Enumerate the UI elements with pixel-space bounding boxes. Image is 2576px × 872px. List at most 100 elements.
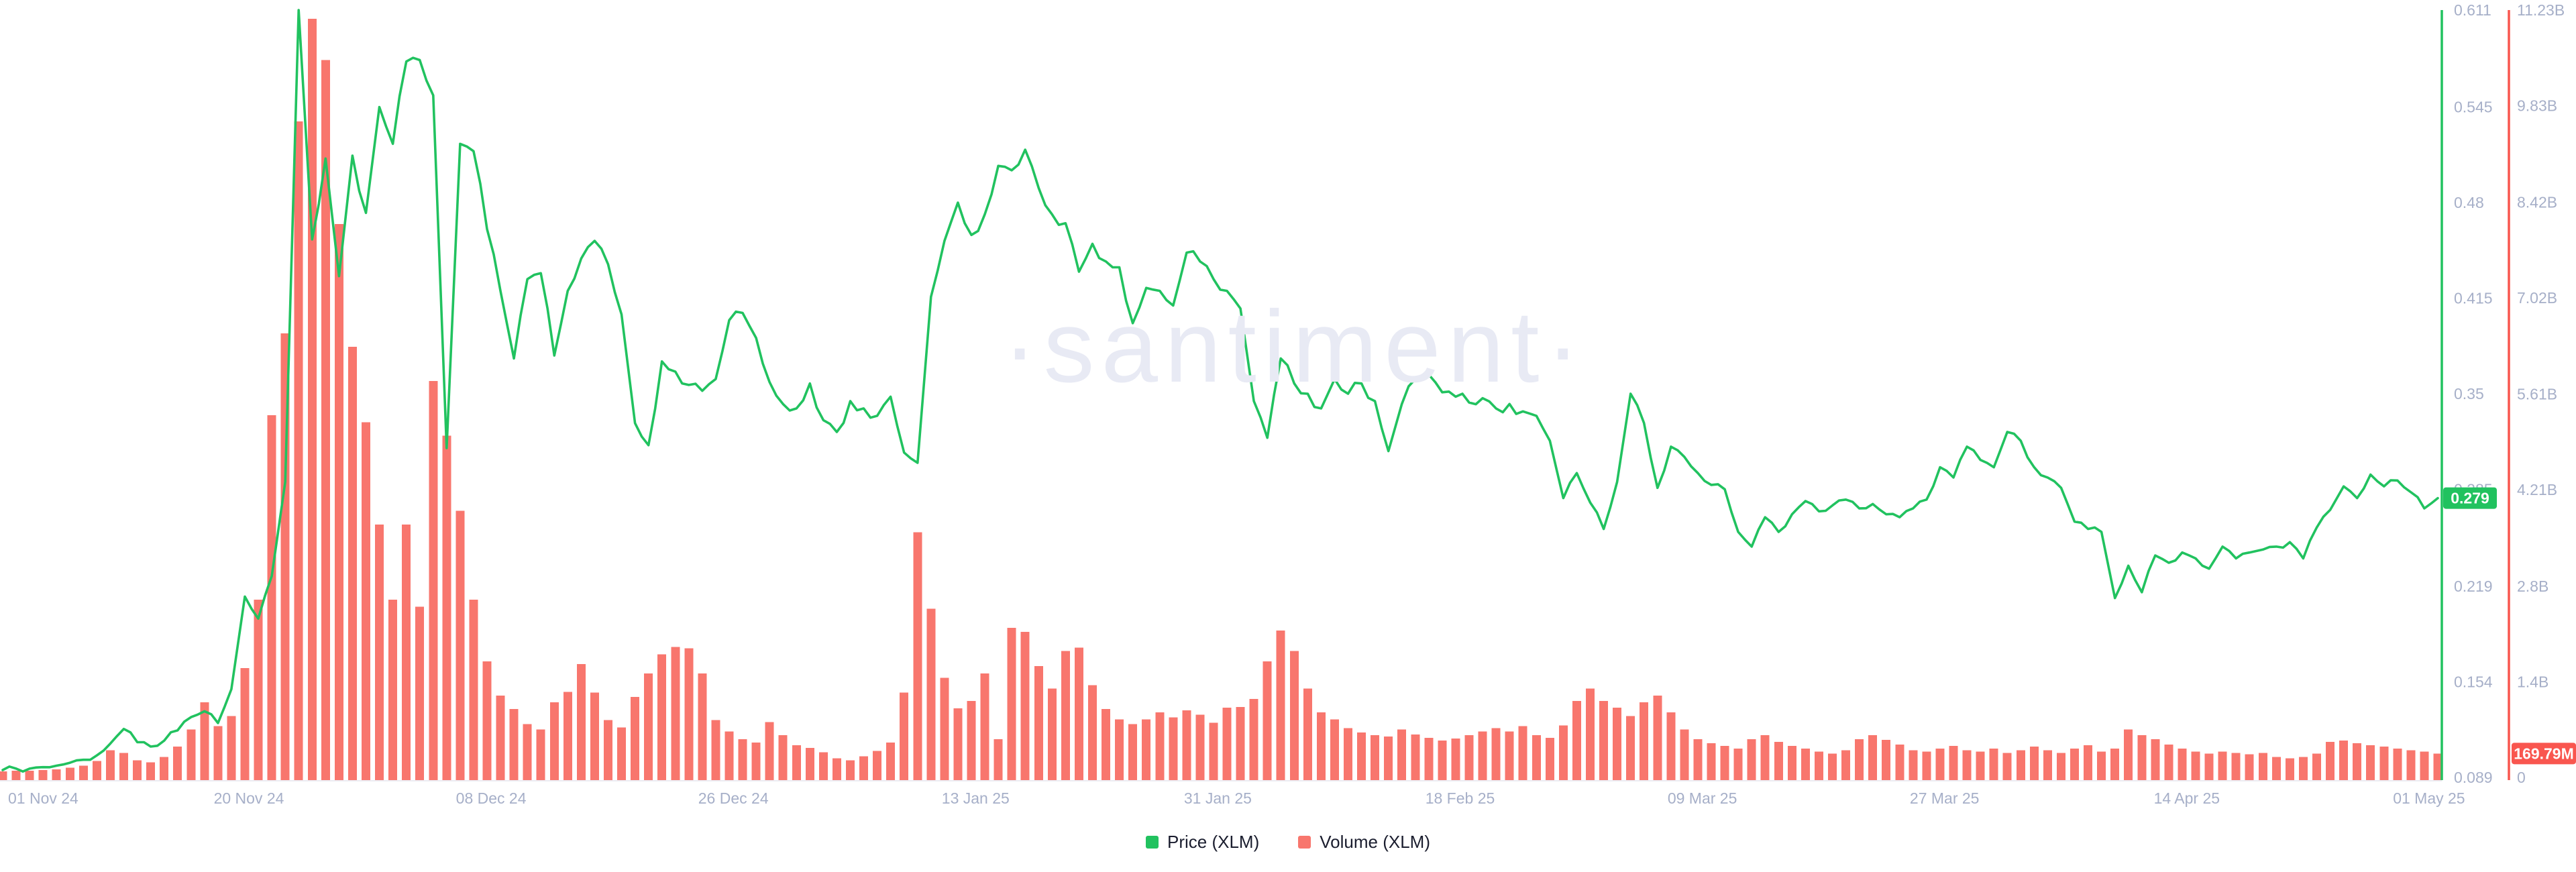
volume-bars — [0, 19, 2443, 781]
volume-axis-ticks: 11.23B 9.83B 8.42B 7.02B 5.61B 4.21B 2.8B 1.4B 0 — [2517, 1, 2565, 786]
volume-bar — [2164, 745, 2174, 780]
volume-bar — [2097, 751, 2106, 780]
legend-item-price[interactable]: Price (XLM) — [1146, 832, 1259, 853]
volume-bar — [375, 525, 384, 780]
volume-bar — [684, 648, 694, 780]
volume-bar — [2043, 750, 2052, 780]
volume-bar — [1868, 734, 1878, 780]
volume-bar — [576, 663, 586, 780]
volume-bar — [1142, 719, 1151, 780]
volume-bar — [469, 600, 478, 780]
volume-bar — [11, 770, 21, 780]
volume-bar — [2002, 753, 2012, 780]
volume-bar — [65, 767, 74, 780]
volume-bar — [347, 347, 357, 780]
volume-bar — [1720, 746, 1729, 780]
axis-label: 0.48 — [2454, 194, 2484, 211]
volume-bar — [1371, 734, 1380, 780]
volume-bar — [604, 720, 612, 780]
volume-bar — [873, 751, 882, 780]
axis-label: 8.42B — [2517, 193, 2557, 211]
volume-bar — [1653, 695, 1662, 780]
volume-bar — [778, 734, 788, 780]
volume-bar — [1787, 746, 1796, 780]
volume-bar — [133, 760, 142, 780]
volume-bar — [1236, 707, 1245, 780]
volume-bar — [1034, 666, 1043, 780]
volume-bar — [1666, 712, 1676, 780]
axis-label: 14 Apr 25 — [2154, 789, 2220, 807]
volume-bar — [1491, 728, 1501, 780]
volume-bar — [1613, 708, 1622, 780]
volume-bar — [1182, 710, 1191, 780]
volume-bar — [1774, 742, 1783, 780]
volume-bar — [1316, 712, 1326, 780]
volume-bar — [2191, 751, 2200, 780]
volume-bar — [1047, 688, 1057, 780]
volume-bar — [1707, 743, 1716, 780]
date-axis-ticks: 01 Nov 24 20 Nov 24 08 Dec 24 26 Dec 24 13 J… — [8, 789, 2465, 807]
volume-bar — [2084, 745, 2093, 780]
volume-bar — [886, 743, 896, 780]
volume-bar — [307, 19, 317, 781]
volume-bar — [1532, 734, 1541, 780]
volume-bar — [765, 722, 774, 780]
volume-bar — [160, 757, 169, 780]
axis-label: 0.35 — [2454, 385, 2484, 402]
volume-bar — [523, 724, 532, 780]
volume-bar — [1545, 737, 1554, 780]
axis-label: 0 — [2517, 769, 2526, 786]
legend-item-volume[interactable]: Volume (XLM) — [1298, 832, 1430, 853]
volume-bar — [2218, 751, 2227, 780]
volume-bar — [2231, 753, 2241, 780]
volume-bar — [980, 673, 989, 780]
volume-bar — [1020, 632, 1030, 780]
axis-label: 11.23B — [2517, 1, 2565, 19]
volume-bar — [186, 729, 196, 780]
volume-bar — [698, 673, 707, 780]
volume-bar — [1115, 719, 1124, 780]
santiment-watermark: ·santiment· — [1002, 290, 1587, 404]
volume-bar — [846, 760, 855, 780]
volume-bar — [953, 708, 963, 780]
volume-bar — [1572, 700, 1581, 780]
volume-bar — [92, 761, 101, 780]
volume-bar — [2151, 739, 2160, 780]
volume-bar — [362, 422, 370, 780]
volume-bar — [1841, 750, 1851, 780]
volume-bar — [1276, 631, 1285, 780]
volume-bar — [1801, 749, 1810, 780]
volume-bar — [2353, 743, 2362, 780]
volume-bar — [2326, 742, 2335, 780]
volume-bar — [267, 415, 276, 780]
axis-label: 31 Jan 25 — [1184, 789, 1252, 807]
volume-bar — [2070, 749, 2079, 780]
volume-bar — [805, 748, 814, 780]
volume-bar — [1909, 750, 1918, 780]
volume-bar — [1962, 750, 1972, 780]
volume-bar — [1505, 731, 1514, 780]
volume-bar — [38, 769, 48, 780]
volume-bar — [2057, 753, 2065, 780]
axis-label: 0.279 — [2451, 490, 2489, 507]
volume-bar — [644, 673, 653, 780]
volume-bar — [402, 525, 411, 780]
volume-bar — [967, 700, 976, 780]
volume-bar — [536, 729, 545, 780]
volume-bar — [2029, 747, 2039, 780]
axis-label: 5.61B — [2517, 386, 2557, 403]
volume-bar — [2339, 741, 2349, 780]
volume-bar — [671, 647, 680, 780]
volume-bar — [751, 743, 761, 780]
axis-label: 13 Jan 25 — [942, 789, 1010, 807]
volume-bar — [1976, 751, 1985, 780]
price-axis-ticks: 0.6110.5450.480.4150.350.2850.2190.1540.… — [2454, 1, 2493, 786]
axis-label: 18 Feb 25 — [1426, 789, 1495, 807]
axis-label: 20 Nov 24 — [214, 789, 284, 807]
volume-bar — [321, 60, 330, 780]
volume-bar — [1518, 726, 1527, 780]
volume-bar — [2433, 753, 2443, 780]
volume-bar — [2110, 749, 2120, 780]
volume-bar — [119, 753, 128, 780]
